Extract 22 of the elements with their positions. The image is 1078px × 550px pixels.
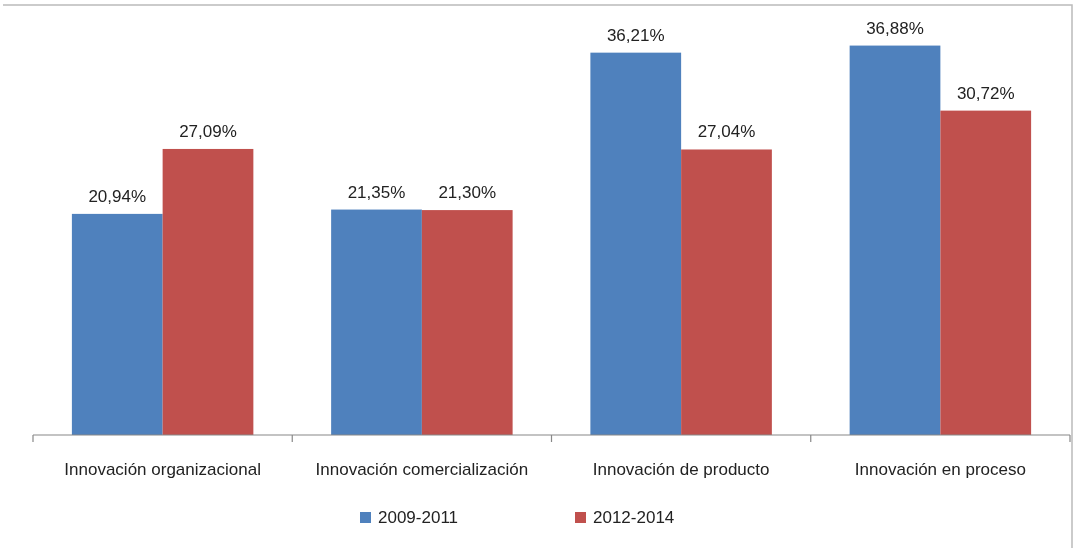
bar (331, 209, 422, 435)
bar (162, 148, 254, 435)
data-label: 36,21% (606, 25, 665, 45)
data-label: 20,94% (88, 186, 147, 206)
data-label: 27,04% (697, 122, 756, 142)
bar (940, 110, 1032, 435)
x-tick-label: Innovación de producto (592, 460, 770, 479)
legend-label: 2012-2014 (593, 508, 675, 527)
data-label: 30,72% (956, 83, 1015, 103)
data-label: 36,88% (866, 18, 924, 38)
x-tick-label: Innovación en proceso (854, 460, 1026, 479)
legend-label: 2009-2011 (378, 508, 459, 527)
x-tick-label: Innovación comercialización (315, 460, 529, 479)
bar (71, 213, 163, 435)
x-tick-label: Innovación organizacional (64, 460, 261, 479)
data-label: 21,35% (347, 182, 406, 202)
bar (421, 210, 513, 435)
bar (590, 52, 682, 435)
data-label: 21,30% (438, 183, 497, 203)
bar (849, 45, 941, 435)
bar (681, 149, 772, 435)
data-label: 27,09% (179, 121, 237, 141)
